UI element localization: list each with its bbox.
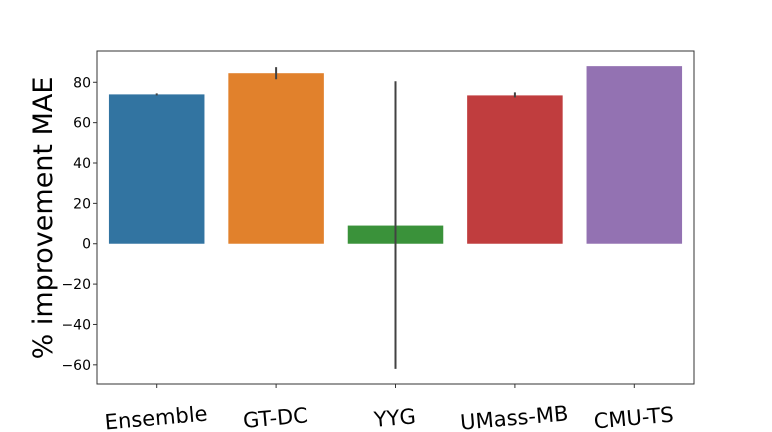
bar-gt-dc [228,73,324,244]
x-tick-label: UMass-MB [459,401,569,432]
y-tick-label: −60 [61,358,91,374]
bar-ensemble [108,94,205,244]
x-tick-label: CMU-TS [593,403,675,432]
bar-cmu-ts [586,66,683,244]
y-axis-title: % improvement MAE [28,77,59,360]
x-tick-label: YYG [372,404,417,432]
y-tick-label: 0 [82,237,91,253]
y-tick-label: 40 [73,156,91,172]
x-tick-label: GT-DC [242,403,309,432]
y-tick-label: 20 [73,196,91,212]
y-axis-ticks: −60 −40 −20 0 20 40 60 80 [61,75,97,374]
x-tick-label: Ensemble [104,402,209,432]
y-tick-label: −40 [61,317,91,333]
bars-group [108,66,683,244]
x-axis-ticks: Ensemble GT-DC YYG UMass-MB CMU-TS [104,384,675,432]
error-bars-group [155,67,516,369]
bar-umass-mb [467,95,563,244]
y-tick-label: −20 [61,277,91,293]
y-tick-label: 60 [73,116,91,132]
y-tick-label: 80 [73,75,91,91]
